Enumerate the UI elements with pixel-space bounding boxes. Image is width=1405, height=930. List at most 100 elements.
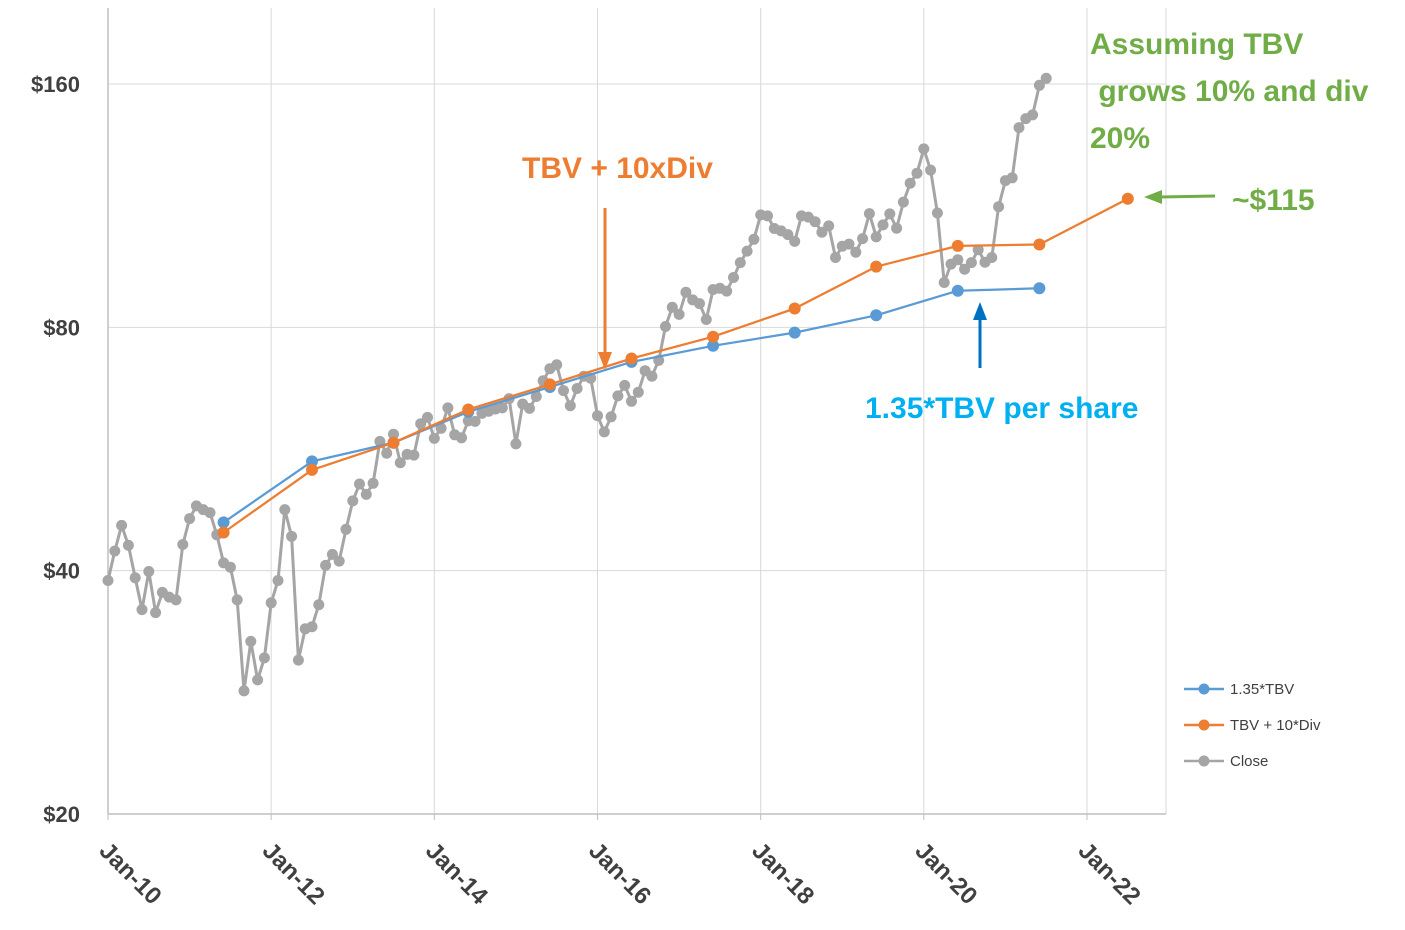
data-point bbox=[387, 436, 400, 449]
data-point bbox=[354, 478, 365, 490]
data-point bbox=[320, 559, 332, 571]
data-point bbox=[1040, 72, 1052, 84]
y-tick-label: $40 bbox=[43, 559, 80, 584]
data-point bbox=[217, 516, 230, 529]
data-point bbox=[857, 233, 869, 245]
data-point bbox=[877, 219, 889, 231]
data-point bbox=[632, 386, 644, 398]
data-point bbox=[972, 244, 984, 256]
data-point bbox=[129, 572, 141, 584]
data-point bbox=[788, 326, 801, 339]
data-point bbox=[422, 411, 433, 423]
data-point bbox=[1013, 122, 1025, 134]
data-point bbox=[265, 597, 277, 609]
data-point bbox=[170, 594, 182, 606]
data-point bbox=[530, 391, 542, 402]
data-point bbox=[177, 539, 189, 550]
annotation-tbv-div-arrow-head bbox=[598, 352, 612, 370]
data-point bbox=[143, 566, 155, 577]
annotation-assumption-line1: Assuming TBV bbox=[1090, 28, 1303, 61]
data-point bbox=[830, 252, 841, 263]
annotation-tbv-per-share: 1.35*TBV per share bbox=[865, 302, 1138, 425]
data-point bbox=[700, 314, 712, 325]
y-axis-ticks: $20 $40 $80 $160 bbox=[31, 72, 80, 827]
data-point bbox=[496, 402, 508, 414]
legend-label: 1.35*TBV bbox=[1230, 681, 1294, 698]
x-tick-label-group: Jan-18 bbox=[746, 837, 819, 910]
data-point bbox=[102, 575, 114, 586]
data-point bbox=[245, 635, 257, 647]
data-point bbox=[238, 685, 250, 697]
data-point bbox=[462, 403, 475, 416]
data-point bbox=[340, 523, 352, 535]
data-point bbox=[884, 208, 896, 220]
data-point bbox=[442, 402, 454, 414]
data-point bbox=[788, 302, 801, 315]
legend-entry: TBV + 10*Div bbox=[1184, 717, 1321, 734]
x-tick-label-group: Jan-22 bbox=[1073, 837, 1146, 910]
data-point bbox=[116, 519, 128, 531]
annotation-target-price-arrow-shaft bbox=[1159, 194, 1216, 199]
y-tick-label: $20 bbox=[43, 802, 80, 827]
data-point bbox=[951, 239, 964, 252]
data-point bbox=[660, 321, 671, 332]
x-tick-label-group: Jan-10 bbox=[94, 837, 167, 910]
data-point bbox=[571, 383, 583, 394]
data-point bbox=[938, 277, 950, 288]
x-tick-label: Jan-20 bbox=[910, 837, 983, 910]
x-axis-ticks: Jan-10 Jan-12 Jan-14 Jan-16 Jan-18 Jan-20 Jan-… bbox=[94, 837, 1146, 910]
x-tick-label: Jan-14 bbox=[420, 837, 493, 910]
data-point bbox=[306, 621, 318, 633]
data-point bbox=[326, 548, 338, 560]
data-point bbox=[136, 604, 148, 616]
series-layer bbox=[102, 72, 1134, 697]
data-point bbox=[258, 652, 270, 664]
data-point bbox=[673, 308, 685, 320]
annotation-tbv-per-share-text: 1.35*TBV per share bbox=[865, 392, 1138, 425]
x-tick-label-group: Jan-16 bbox=[583, 837, 656, 910]
data-point bbox=[252, 674, 264, 686]
data-point bbox=[598, 426, 610, 438]
annotation-target-price-arrow-head bbox=[1144, 190, 1162, 204]
x-tick-label-group: Jan-12 bbox=[257, 837, 330, 910]
data-point bbox=[564, 400, 576, 412]
data-point bbox=[762, 210, 773, 222]
data-point bbox=[986, 252, 998, 263]
data-point bbox=[951, 284, 964, 297]
legend-entry: 1.35*TBV bbox=[1184, 681, 1294, 698]
data-point bbox=[918, 143, 930, 155]
legend-swatch-marker bbox=[1198, 683, 1210, 695]
axes bbox=[107, 8, 1166, 820]
annotation-assumption: Assuming TBV grows 10% and div 20% bbox=[1090, 28, 1369, 155]
data-point bbox=[469, 415, 481, 427]
data-point bbox=[952, 254, 964, 266]
data-point bbox=[612, 390, 624, 402]
data-point bbox=[1006, 172, 1018, 184]
annotation-target-price: ~$115 bbox=[1144, 184, 1315, 217]
data-point bbox=[619, 379, 631, 391]
data-point bbox=[109, 545, 121, 557]
data-point bbox=[734, 257, 746, 269]
data-point bbox=[891, 222, 903, 234]
data-point bbox=[1121, 192, 1134, 205]
data-point bbox=[626, 395, 637, 407]
data-point bbox=[456, 432, 467, 444]
data-point bbox=[1027, 109, 1039, 121]
data-point bbox=[748, 233, 760, 245]
data-point bbox=[870, 260, 883, 273]
x-tick-label: Jan-12 bbox=[257, 837, 330, 910]
x-tick-label-group: Jan-14 bbox=[420, 837, 493, 910]
data-point bbox=[897, 196, 909, 208]
data-point bbox=[524, 402, 535, 414]
data-point bbox=[204, 507, 216, 519]
data-point bbox=[965, 257, 977, 269]
x-tick-label-group: Jan-20 bbox=[910, 837, 983, 910]
series-line bbox=[222, 197, 1129, 534]
data-point bbox=[850, 246, 862, 258]
data-point bbox=[333, 555, 345, 567]
data-point bbox=[184, 513, 196, 525]
data-point bbox=[1033, 238, 1046, 251]
data-point bbox=[394, 457, 406, 469]
data-point bbox=[728, 272, 739, 283]
data-point bbox=[231, 594, 243, 606]
